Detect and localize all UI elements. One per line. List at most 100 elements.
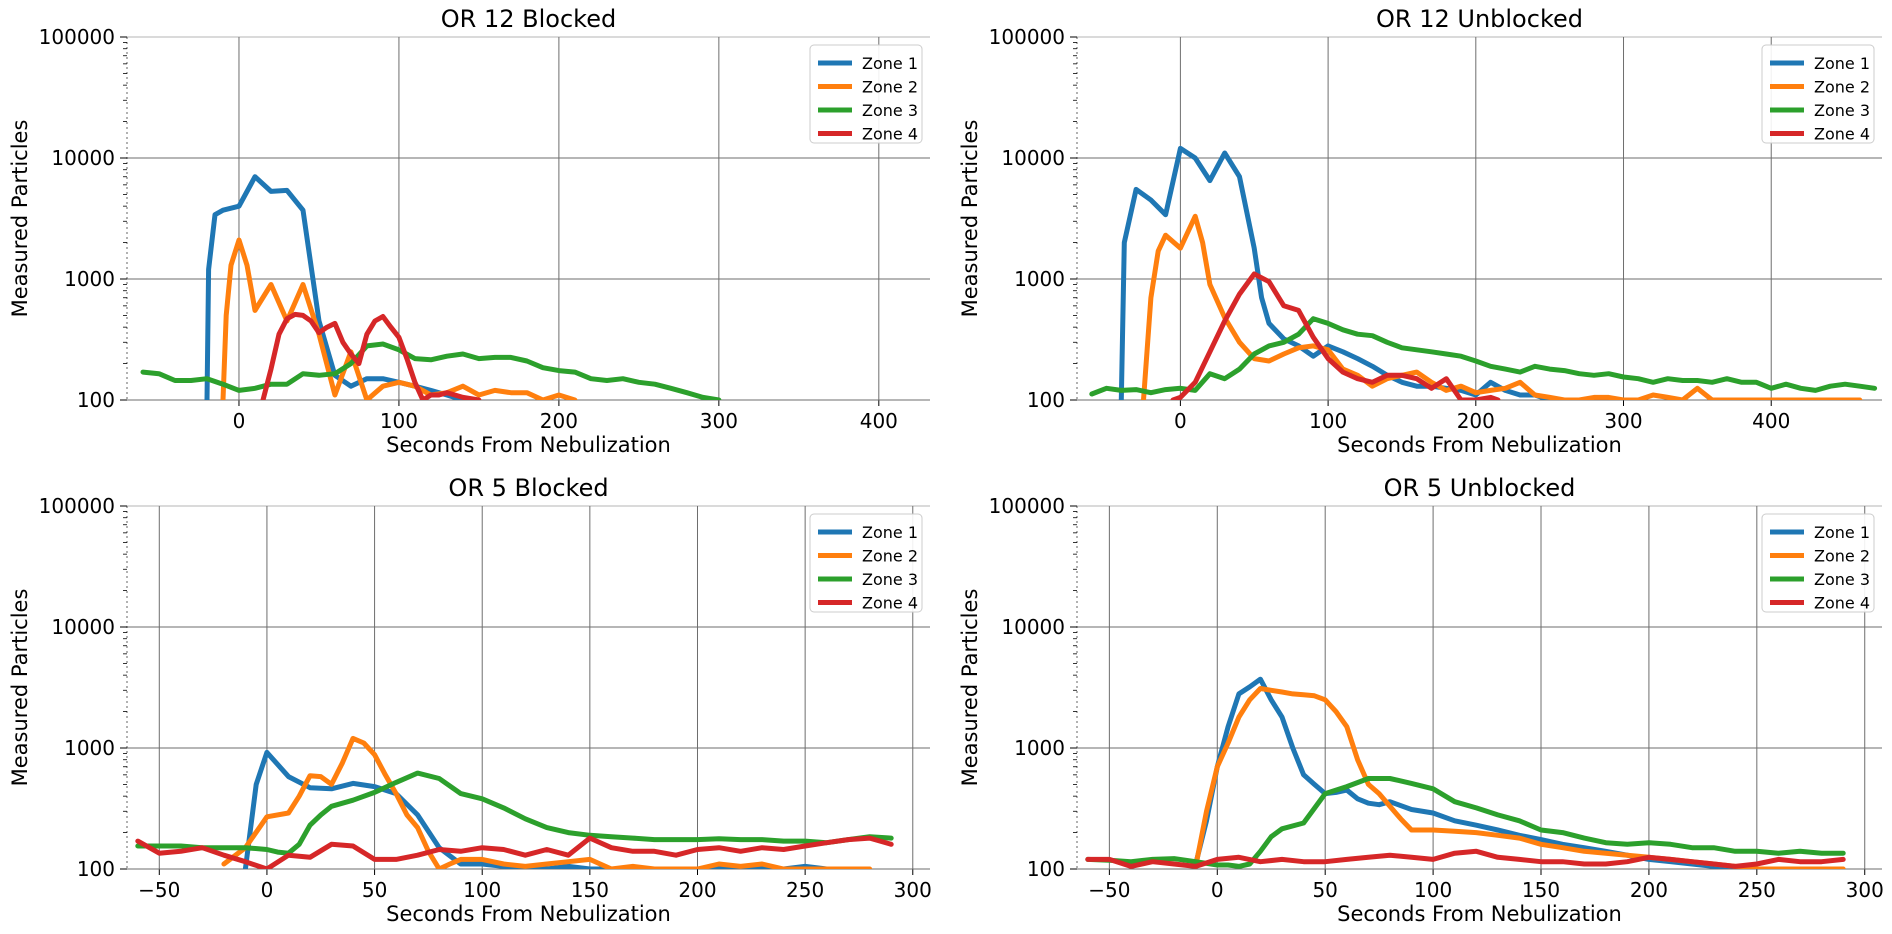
- series-line-zone-2: [221, 735, 873, 869]
- x-tick-label: 300: [700, 409, 738, 433]
- series-line-zone-2: [1141, 213, 1863, 400]
- chart-panel-or-12-unblocked: OR 12 Unblocked 0 100 200 300 400 100 1000 10000…: [958, 5, 1882, 457]
- series-line-zone-3: [135, 770, 894, 856]
- x-tick-label: 200: [1457, 409, 1495, 433]
- chart-title: OR 5 Unblocked: [1384, 474, 1576, 502]
- x-tick-label: 50: [362, 878, 387, 902]
- legend-label-zone-3: Zone 3: [862, 101, 918, 120]
- series-line-zone-4: [1170, 271, 1501, 400]
- y-axis-label: Measured Particles: [958, 589, 982, 787]
- legend: Zone 1 Zone 2 Zone 3 Zone 4: [809, 513, 923, 613]
- x-tick-label: 400: [860, 409, 898, 433]
- y-tick-label: 100000: [989, 494, 1065, 518]
- y-axis-label: Measured Particles: [8, 120, 32, 318]
- series-line-zone-3: [1089, 316, 1878, 397]
- x-tick-label: 300: [1604, 409, 1642, 433]
- y-tick-label: 1000: [1014, 736, 1065, 760]
- chart-panel-or-5-unblocked: OR 5 Unblocked −50 0 50 100 150 200 250 300 100 10…: [958, 474, 1884, 926]
- legend: Zone 1 Zone 2 Zone 3 Zone 4: [1761, 44, 1875, 144]
- y-tick-label: 100: [1027, 388, 1065, 412]
- series-group: [1089, 145, 1878, 400]
- x-axis-label: Seconds From Nebulization: [1337, 433, 1622, 457]
- legend-label-zone-2: Zone 2: [1814, 547, 1870, 566]
- chart-panel-or-12-blocked: OR 12 Blocked 0 100 200 300 400 100 1000 10000 10…: [8, 5, 930, 457]
- series-line-zone-1: [242, 749, 830, 869]
- series-line-zone-1: [1118, 145, 1567, 400]
- legend-label-zone-1: Zone 1: [1814, 523, 1870, 542]
- x-tick-label: 250: [786, 878, 824, 902]
- x-tick-label: 200: [1630, 878, 1668, 902]
- series-line-zone-3: [1085, 776, 1846, 869]
- x-axis-label: Seconds From Nebulization: [386, 433, 671, 457]
- legend-label-zone-4: Zone 4: [1814, 125, 1870, 144]
- legend-label-zone-2: Zone 2: [862, 547, 918, 566]
- y-axis-label: Measured Particles: [958, 120, 982, 318]
- legend-label-zone-4: Zone 4: [1814, 594, 1870, 613]
- y-tick-label: 100000: [39, 494, 115, 518]
- legend-box: [1761, 513, 1875, 613]
- legend: Zone 1 Zone 2 Zone 3 Zone 4: [809, 44, 923, 144]
- y-tick-label: 100: [1027, 857, 1065, 881]
- series-group: [1085, 676, 1846, 869]
- series-line-zone-4: [135, 835, 894, 869]
- y-tick-label: 1000: [64, 267, 115, 291]
- x-tick-label: 0: [1174, 409, 1187, 433]
- y-tick-label: 100000: [989, 25, 1065, 49]
- series-line-zone-4: [260, 311, 482, 400]
- series-line-zone-1: [204, 174, 466, 400]
- y-tick-label: 10000: [51, 146, 115, 170]
- x-tick-label: 0: [233, 409, 246, 433]
- legend-label-zone-1: Zone 1: [862, 54, 918, 73]
- y-axis-label: Measured Particles: [8, 589, 32, 787]
- x-axis-label: Seconds From Nebulization: [1337, 902, 1622, 926]
- x-tick-label: 100: [1309, 409, 1347, 433]
- series-line-zone-3: [140, 341, 722, 400]
- y-tick-label: 10000: [51, 615, 115, 639]
- legend-label-zone-3: Zone 3: [1814, 101, 1870, 120]
- series-line-zone-4: [1085, 848, 1846, 869]
- series-line-zone-1: [1193, 676, 1781, 869]
- series-group: [140, 174, 722, 400]
- x-tick-label: 300: [1846, 878, 1884, 902]
- x-tick-label: 400: [1752, 409, 1790, 433]
- legend-label-zone-2: Zone 2: [862, 78, 918, 97]
- legend-box: [809, 513, 923, 613]
- x-tick-label: 0: [1211, 878, 1224, 902]
- legend-box: [809, 44, 923, 144]
- series-line-zone-2: [1193, 686, 1846, 869]
- x-tick-label: −50: [138, 878, 180, 902]
- series-group: [135, 735, 894, 869]
- x-tick-label: 100: [463, 878, 501, 902]
- y-tick-label: 1000: [1014, 267, 1065, 291]
- chart-title: OR 5 Blocked: [448, 474, 608, 502]
- legend-label-zone-4: Zone 4: [862, 594, 918, 613]
- x-tick-label: 100: [1414, 878, 1452, 902]
- y-tick-label: 1000: [64, 736, 115, 760]
- x-axis-label: Seconds From Nebulization: [386, 902, 671, 926]
- x-tick-label: 100: [380, 409, 418, 433]
- chart-panel-or-5-blocked: OR 5 Blocked −50 0 50 100 150 200 250 300 100 1000…: [8, 474, 932, 926]
- chart-title: OR 12 Unblocked: [1376, 5, 1583, 33]
- legend-label-zone-3: Zone 3: [1814, 570, 1870, 589]
- x-tick-label: 150: [1522, 878, 1560, 902]
- legend-label-zone-3: Zone 3: [862, 570, 918, 589]
- x-tick-label: 200: [678, 878, 716, 902]
- x-tick-label: 250: [1738, 878, 1776, 902]
- legend: Zone 1 Zone 2 Zone 3 Zone 4: [1761, 513, 1875, 613]
- x-tick-label: 50: [1312, 878, 1337, 902]
- legend-box: [1761, 44, 1875, 144]
- y-tick-label: 10000: [1001, 615, 1065, 639]
- legend-label-zone-1: Zone 1: [1814, 54, 1870, 73]
- legend-label-zone-1: Zone 1: [862, 523, 918, 542]
- x-tick-label: 150: [571, 878, 609, 902]
- x-tick-label: 200: [540, 409, 578, 433]
- y-tick-label: 10000: [1001, 146, 1065, 170]
- series-line-zone-2: [220, 237, 578, 400]
- y-tick-label: 100: [77, 388, 115, 412]
- x-tick-label: 0: [261, 878, 274, 902]
- x-tick-label: 300: [894, 878, 932, 902]
- legend-label-zone-2: Zone 2: [1814, 78, 1870, 97]
- chart-title: OR 12 Blocked: [441, 5, 616, 33]
- y-tick-label: 100: [77, 857, 115, 881]
